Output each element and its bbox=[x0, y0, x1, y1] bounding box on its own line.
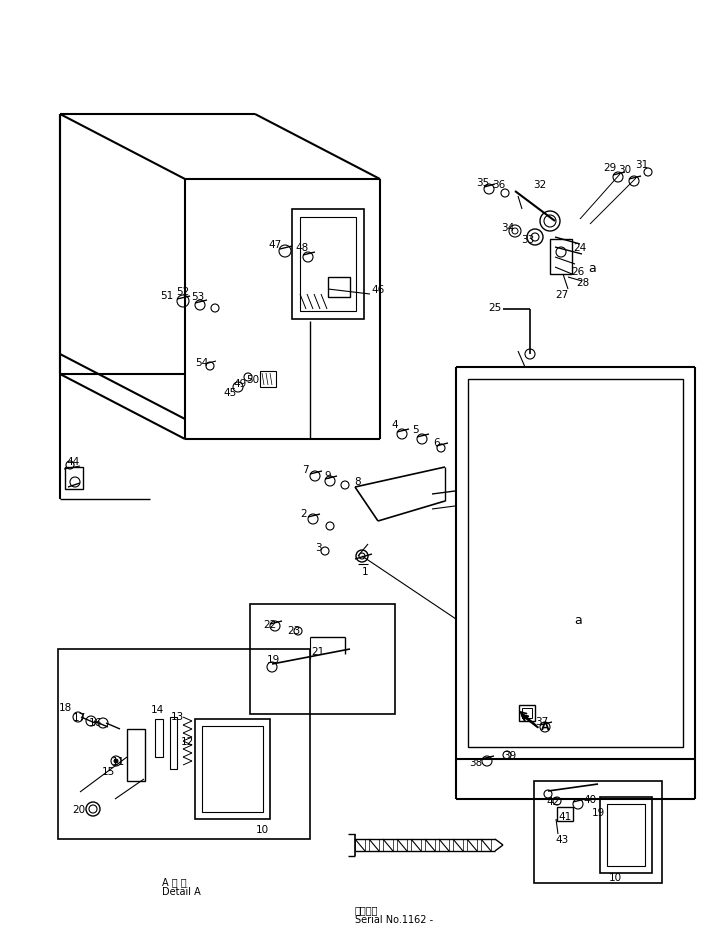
Text: 35: 35 bbox=[476, 177, 490, 188]
Bar bbox=[557, 807, 573, 821]
Text: 39: 39 bbox=[503, 750, 517, 760]
Text: 16: 16 bbox=[88, 717, 102, 727]
Text: 37: 37 bbox=[535, 716, 549, 726]
Bar bbox=[300, 218, 356, 312]
Text: 23: 23 bbox=[287, 625, 301, 635]
Text: 54: 54 bbox=[195, 358, 209, 367]
Text: 30: 30 bbox=[618, 165, 632, 175]
Text: 31: 31 bbox=[635, 160, 649, 170]
Bar bbox=[534, 782, 662, 883]
Text: A 詳 細: A 詳 細 bbox=[162, 876, 187, 886]
Text: 53: 53 bbox=[191, 292, 205, 302]
Text: 1: 1 bbox=[362, 566, 368, 577]
Bar bbox=[65, 467, 83, 490]
Text: 45: 45 bbox=[224, 388, 236, 397]
Text: 50: 50 bbox=[246, 375, 260, 384]
Text: 25: 25 bbox=[489, 303, 502, 312]
Text: 41: 41 bbox=[559, 811, 571, 821]
Text: 6: 6 bbox=[434, 437, 440, 447]
Text: Detail A: Detail A bbox=[162, 886, 201, 896]
Text: 19: 19 bbox=[266, 654, 280, 665]
Bar bbox=[250, 604, 395, 715]
Text: 10: 10 bbox=[608, 872, 622, 882]
Text: 14: 14 bbox=[150, 704, 164, 715]
Text: 34: 34 bbox=[501, 223, 515, 233]
Bar bbox=[155, 719, 163, 757]
Text: A: A bbox=[541, 721, 549, 732]
Text: 2: 2 bbox=[301, 509, 307, 518]
Text: a: a bbox=[574, 613, 582, 626]
Text: 32: 32 bbox=[533, 179, 547, 190]
Bar bbox=[260, 372, 276, 388]
Bar bbox=[468, 379, 683, 748]
Bar bbox=[292, 210, 364, 320]
Bar bbox=[607, 804, 645, 866]
Text: 52: 52 bbox=[176, 287, 190, 296]
Text: 13: 13 bbox=[171, 711, 183, 721]
Circle shape bbox=[114, 759, 118, 763]
Text: 51: 51 bbox=[161, 291, 173, 301]
Text: 9: 9 bbox=[325, 470, 331, 480]
Text: 19: 19 bbox=[591, 807, 605, 818]
Text: 44: 44 bbox=[67, 457, 79, 466]
Text: Serial No.1162 -: Serial No.1162 - bbox=[355, 914, 433, 924]
Text: 適用号機: 適用号機 bbox=[355, 904, 379, 914]
Text: 11: 11 bbox=[111, 756, 125, 767]
Text: 26: 26 bbox=[571, 267, 585, 277]
Text: 21: 21 bbox=[312, 647, 325, 656]
Bar bbox=[600, 797, 652, 873]
Text: 12: 12 bbox=[181, 736, 193, 746]
Text: 22: 22 bbox=[263, 619, 277, 630]
Text: 5: 5 bbox=[411, 425, 418, 434]
Text: 8: 8 bbox=[355, 477, 361, 486]
Bar bbox=[170, 717, 177, 769]
Text: 40: 40 bbox=[583, 794, 597, 804]
Text: a: a bbox=[588, 261, 596, 274]
Text: 17: 17 bbox=[72, 712, 86, 722]
Text: 48: 48 bbox=[295, 243, 309, 253]
Text: 15: 15 bbox=[101, 767, 115, 776]
Text: 43: 43 bbox=[555, 834, 569, 844]
Bar bbox=[522, 708, 532, 718]
Text: 29: 29 bbox=[603, 162, 617, 173]
Text: 10: 10 bbox=[256, 824, 268, 834]
Bar bbox=[550, 240, 572, 275]
Bar bbox=[328, 278, 350, 297]
Bar bbox=[519, 705, 535, 721]
Text: 46: 46 bbox=[372, 285, 384, 295]
Text: 24: 24 bbox=[573, 243, 587, 253]
Text: 18: 18 bbox=[58, 702, 72, 712]
Text: 28: 28 bbox=[576, 278, 590, 288]
Text: 27: 27 bbox=[555, 290, 569, 299]
Text: 42: 42 bbox=[547, 796, 559, 806]
Text: 38: 38 bbox=[469, 757, 483, 767]
Text: 7: 7 bbox=[302, 464, 308, 475]
Bar bbox=[195, 719, 270, 819]
Text: 20: 20 bbox=[72, 804, 86, 814]
Bar bbox=[202, 726, 263, 812]
Text: 33: 33 bbox=[521, 235, 535, 244]
Bar bbox=[127, 729, 145, 782]
Bar bbox=[58, 649, 310, 839]
Text: 3: 3 bbox=[314, 543, 321, 552]
Text: 36: 36 bbox=[492, 179, 506, 190]
Text: 4: 4 bbox=[392, 419, 399, 430]
Text: 47: 47 bbox=[268, 240, 282, 250]
Text: 49: 49 bbox=[234, 379, 246, 389]
